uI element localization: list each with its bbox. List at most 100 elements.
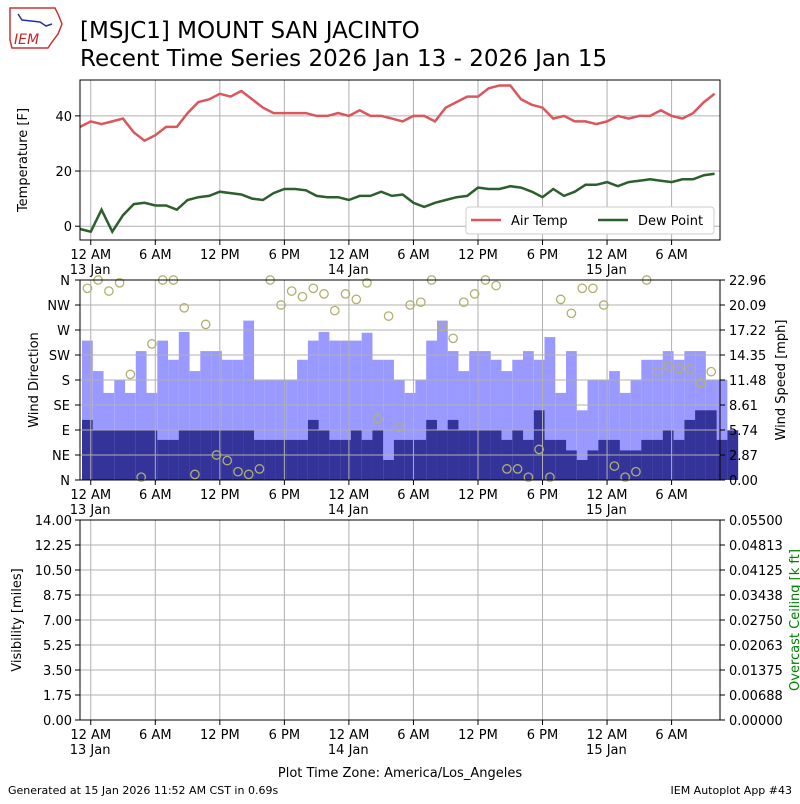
wind-direction-point — [372, 414, 383, 424]
wind-speed-bar — [361, 439, 373, 480]
wind-gust-bar — [652, 359, 663, 480]
wind-direction-point — [458, 297, 469, 308]
wind-gust-bar — [340, 340, 351, 480]
x-tick-label: 6 AM — [139, 488, 172, 503]
wind-speed-bar — [576, 460, 588, 480]
wind-speed-bar — [415, 439, 427, 480]
direction-tick-label: E — [62, 424, 70, 439]
x-tick-label: 6 AM — [397, 728, 430, 743]
x-tick-date-label: 13 Jan — [70, 743, 111, 758]
wind-direction-point — [566, 308, 577, 319]
logo-text: IEM — [14, 32, 39, 48]
wind-gust-bar — [135, 351, 147, 480]
x-tick-label: 12 PM — [200, 248, 240, 263]
x-tick-date-label: 14 Jan — [328, 263, 369, 278]
wind-direction-point — [523, 472, 534, 483]
wind-speed-bar — [598, 439, 610, 480]
wind-speed-bar — [695, 410, 706, 480]
x-tick-date-label: 15 Jan — [586, 263, 627, 278]
x-tick-label: 12 PM — [200, 488, 240, 503]
wind-direction-point — [383, 311, 394, 321]
wind-gust-bar — [609, 371, 620, 480]
wind-direction-point — [233, 466, 243, 477]
wind-gust-bar — [544, 337, 556, 480]
wind-gust-bar — [512, 359, 524, 480]
wind-speed-bar — [329, 439, 341, 480]
x-tick-label: 6 PM — [527, 488, 558, 503]
visibility-tick-label: 1.75 — [43, 689, 72, 704]
wind-direction-point — [663, 361, 674, 371]
wind-speed-bar — [307, 419, 319, 480]
x-tick-label: 6 PM — [527, 248, 558, 263]
wind-direction-point — [276, 300, 286, 310]
speed-tick-label: 22.96 — [729, 274, 766, 289]
wind-gust-bar — [361, 332, 373, 480]
x-tick-label: 12 PM — [458, 488, 498, 503]
x-tick-label: 6 PM — [269, 248, 300, 263]
app-note: IEM Autoplot App #43 — [671, 784, 793, 797]
wind-direction-point — [222, 455, 233, 466]
x-tick-label: 12 AM — [587, 488, 628, 503]
wind-direction-point — [684, 364, 695, 374]
wind-gust-bar — [480, 351, 491, 480]
wind-direction-point — [437, 322, 448, 333]
wind-gust-bar — [350, 340, 362, 480]
wind-speed-bar — [555, 439, 567, 480]
speed-tick-label: 2.87 — [729, 449, 758, 464]
speed-tick-label: 14.35 — [729, 349, 766, 364]
generated-note: Generated at 15 Jan 2026 11:52 AM CST in… — [8, 784, 278, 797]
legend-frame — [465, 206, 715, 235]
ceiling-tick-label: 0.00688 — [729, 689, 783, 704]
ceiling-tick-label: 0.00000 — [729, 714, 783, 729]
wind-gust-bar — [297, 359, 308, 480]
visibility-tick-label: 0.00 — [43, 714, 72, 729]
legend: Air Temp Dew Point — [465, 206, 715, 235]
wind-direction-point — [534, 444, 544, 455]
wind-direction-point — [114, 277, 125, 288]
speed-tick-label: 17.22 — [729, 324, 766, 339]
wind-speed-bar — [297, 439, 308, 480]
wind-speed-bar — [340, 439, 351, 480]
wind-speed-bar — [641, 439, 653, 480]
iem-logo: IEM — [9, 7, 63, 49]
wind-gust-bar — [576, 410, 588, 480]
wind-direction-point — [125, 369, 136, 380]
wind-gust-bar — [641, 359, 653, 480]
timezone-label: Plot Time Zone: America/Los_Angeles — [278, 766, 522, 781]
wind-direction-point — [598, 300, 609, 310]
wind-gust-bar — [426, 340, 437, 480]
x-tick-label: 12 AM — [329, 248, 370, 263]
chart-subtitle: Recent Time Series 2026 Jan 13 - 2026 Ja… — [80, 46, 607, 72]
wind-direction-point — [609, 461, 620, 471]
wind-direction-point — [545, 472, 555, 483]
wind-speed-bar — [447, 419, 459, 480]
plot-frame — [79, 519, 721, 721]
x-tick-label: 6 AM — [655, 488, 688, 503]
visibility-tick-label: 7.00 — [43, 614, 72, 629]
speed-tick-label: 5.74 — [729, 424, 758, 439]
y-tick-label: 0 — [64, 220, 72, 235]
visibility-tick-label: 5.25 — [43, 639, 72, 654]
wind-direction-point — [200, 319, 211, 330]
wind-gust-bar — [178, 331, 190, 480]
x-tick-label: 6 PM — [269, 488, 300, 503]
direction-tick-label: NW — [47, 299, 70, 314]
wind-direction-point — [82, 283, 93, 294]
wind-speed-bar — [264, 439, 276, 480]
ceiling-tick-label: 0.04813 — [729, 539, 783, 554]
wind-direction-point — [674, 364, 684, 374]
ceiling-tick-label: 0.05500 — [729, 514, 783, 529]
legend-label-dew-point: Dew Point — [638, 214, 703, 229]
wind-direction-point — [491, 280, 501, 291]
wind-direction-point — [104, 286, 114, 296]
wind-speed-bar — [383, 460, 394, 480]
wind-direction-point — [469, 289, 480, 299]
wind-gust-bar — [168, 359, 179, 480]
wind-direction-point — [319, 289, 329, 299]
y-tick-label: 20 — [55, 165, 72, 180]
x-tick-label: 6 AM — [397, 488, 430, 503]
x-tick-date-label: 14 Jan — [328, 743, 369, 758]
x-tick-label: 12 PM — [458, 248, 498, 263]
wind-gust-bar — [200, 351, 212, 480]
wind-speed-bar — [523, 439, 534, 480]
